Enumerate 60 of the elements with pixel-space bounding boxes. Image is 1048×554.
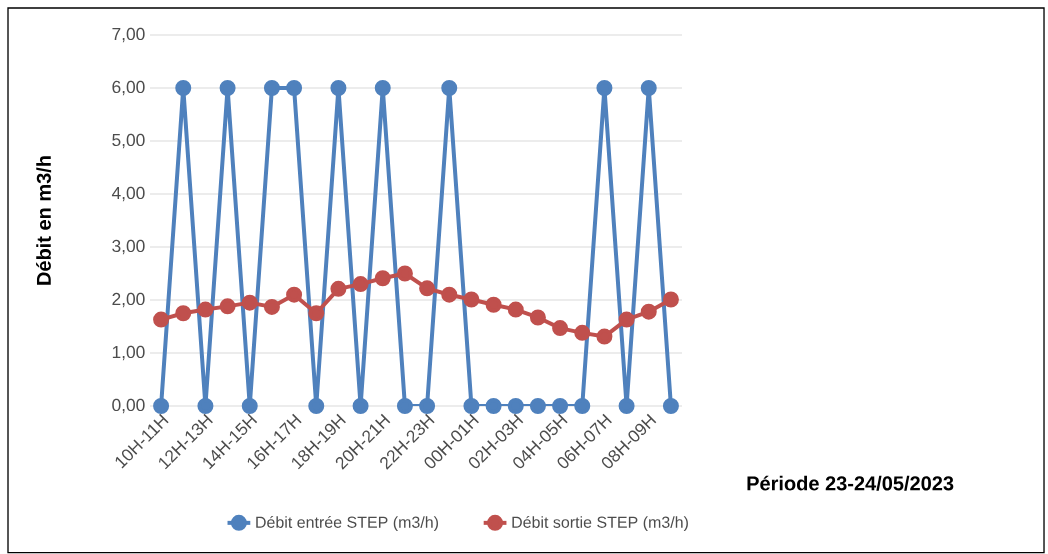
point	[153, 398, 170, 414]
point	[286, 80, 303, 97]
point	[596, 80, 613, 97]
point	[197, 301, 214, 318]
point	[153, 311, 170, 328]
point	[286, 286, 303, 303]
point	[374, 270, 391, 287]
point	[241, 398, 258, 414]
point	[507, 301, 524, 318]
point	[441, 286, 458, 303]
point	[574, 398, 591, 414]
point	[485, 398, 502, 414]
point	[352, 276, 369, 293]
point	[219, 298, 236, 315]
y-tick-label: 3,00	[112, 239, 145, 255]
point	[596, 328, 613, 345]
x-axis-title: Période 23-24/05/2023	[747, 475, 954, 491]
point	[574, 324, 591, 341]
point	[263, 80, 280, 97]
point	[308, 398, 325, 414]
point	[374, 80, 391, 97]
y-tick-label: 2,00	[112, 292, 145, 308]
point	[241, 294, 258, 311]
point	[618, 311, 635, 328]
point	[529, 398, 546, 414]
point	[640, 303, 657, 320]
point	[419, 398, 436, 414]
point	[308, 305, 325, 322]
point	[219, 80, 236, 97]
point	[463, 291, 480, 308]
point	[197, 398, 214, 414]
point	[529, 309, 546, 326]
point	[640, 80, 657, 97]
y-tick-label: 5,00	[112, 133, 145, 149]
legend-label: Débit entrée STEP (m3/h)	[256, 515, 438, 532]
point	[419, 280, 436, 297]
point	[330, 80, 347, 97]
point	[263, 298, 280, 315]
point	[485, 296, 502, 313]
point	[662, 398, 679, 414]
point	[352, 398, 369, 414]
y-tick-label: 1,00	[112, 345, 145, 361]
y-tick-label: 6,00	[112, 80, 145, 96]
point	[175, 80, 192, 97]
point	[507, 398, 524, 414]
point	[463, 398, 480, 414]
point	[662, 291, 679, 308]
point	[618, 398, 635, 414]
point	[396, 265, 413, 282]
point	[552, 320, 569, 337]
point	[396, 398, 413, 414]
point	[552, 398, 569, 414]
y-tick-label: 7,00	[112, 27, 145, 43]
point	[175, 305, 192, 322]
y-tick-label: 4,00	[111, 186, 145, 202]
point	[330, 280, 347, 297]
y-axis-title: Débit en m3/h	[36, 156, 52, 285]
legend-label: Débit sortie STEP (m3/h)	[512, 515, 688, 532]
y-tick-label: 0,00	[112, 398, 145, 414]
point	[441, 80, 458, 97]
